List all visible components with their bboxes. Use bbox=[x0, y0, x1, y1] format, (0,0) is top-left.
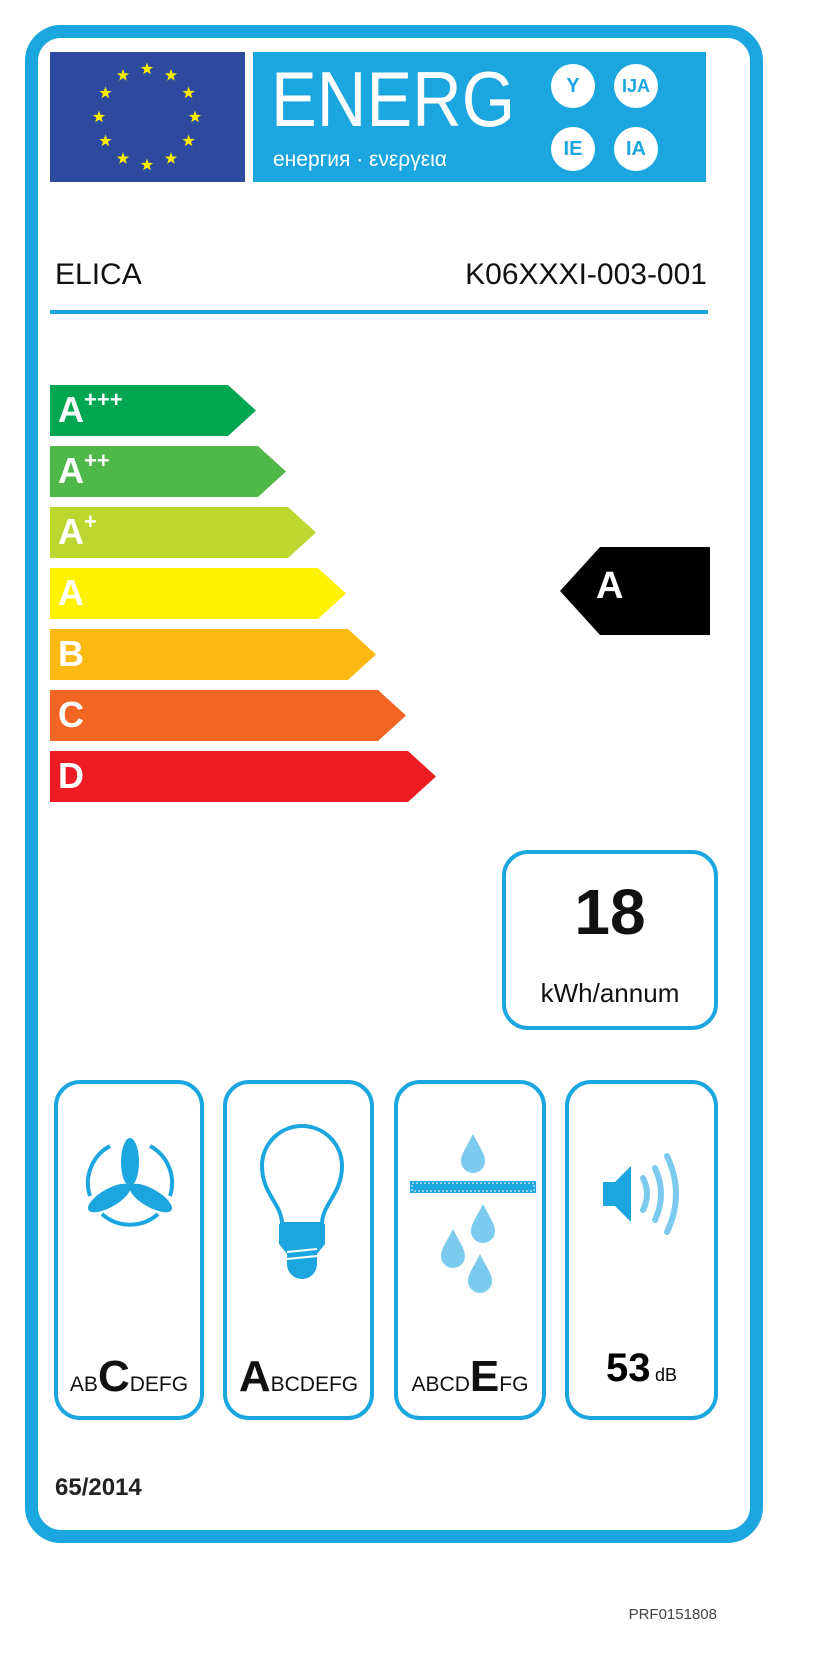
fan-efficiency-scale: ABCDEFG bbox=[58, 1352, 200, 1402]
light-bulb-icon bbox=[259, 1124, 345, 1279]
supplier-name: ELICA bbox=[55, 258, 142, 291]
bar-label: C bbox=[58, 690, 84, 740]
scale-pre: ABCD bbox=[411, 1373, 470, 1396]
eu-star bbox=[182, 134, 195, 147]
bar-label: A++ bbox=[58, 446, 110, 496]
energy-class-bar: D bbox=[50, 751, 436, 802]
noise-unit: dB bbox=[654, 1365, 677, 1385]
class-plus: +++ bbox=[84, 387, 123, 412]
energy-class-bar: A+ bbox=[50, 507, 316, 558]
eu-star bbox=[99, 86, 112, 99]
eu-stars-icon bbox=[92, 62, 202, 171]
class-letter: B bbox=[58, 633, 84, 674]
class-letter: D bbox=[58, 755, 84, 796]
energy-class-bar: B bbox=[50, 629, 376, 680]
eu-star bbox=[99, 134, 112, 147]
bar-arrow bbox=[50, 568, 346, 619]
divider bbox=[50, 310, 708, 314]
fluid-dynamic-efficiency-box: ABCDEFG bbox=[54, 1080, 204, 1420]
bar-label: B bbox=[58, 629, 84, 679]
model-identifier: K06XXXI-003-001 bbox=[465, 258, 707, 291]
class-letter: A bbox=[58, 511, 84, 552]
class-letter: A bbox=[58, 450, 84, 491]
class-plus: ++ bbox=[84, 448, 110, 473]
eu-star bbox=[92, 110, 106, 123]
eu-star bbox=[188, 110, 202, 123]
eu-star bbox=[116, 152, 130, 164]
scale-post: DEFG bbox=[129, 1373, 189, 1396]
bar-arrow bbox=[50, 507, 316, 558]
grease-filter-icon bbox=[410, 1134, 536, 1293]
reference-code: PRF0151808 bbox=[628, 1606, 717, 1623]
eu-star bbox=[116, 68, 130, 81]
noise-level: 53 dB bbox=[569, 1346, 714, 1391]
scale-selected: E bbox=[469, 1352, 500, 1401]
class-plus: + bbox=[84, 509, 97, 534]
eu-star bbox=[140, 62, 154, 75]
lighting-efficiency-scale: ABCDEFG bbox=[227, 1352, 370, 1402]
energy-word: ENERG bbox=[271, 55, 516, 143]
regulation-number: 65/2014 bbox=[55, 1474, 142, 1501]
bar-label: D bbox=[58, 751, 84, 801]
eu-star bbox=[140, 158, 154, 171]
bar-arrow bbox=[50, 629, 376, 680]
rating-arrow: A bbox=[560, 547, 710, 635]
suffix-y: Y bbox=[551, 64, 595, 108]
class-letter: A bbox=[58, 389, 84, 430]
bar-arrow bbox=[50, 751, 436, 802]
energy-class-bar: A bbox=[50, 568, 346, 619]
consumption-value: 18 bbox=[574, 876, 646, 948]
scale-pre: AB bbox=[69, 1373, 98, 1396]
bar-arrow bbox=[50, 446, 286, 497]
consumption-unit: kWh/annum bbox=[540, 978, 680, 1008]
bar-arrow bbox=[50, 385, 256, 436]
scale-post: BCDEFG bbox=[270, 1373, 359, 1396]
grease-filtering-box: ABCDEFG bbox=[394, 1080, 546, 1420]
eu-star bbox=[164, 152, 178, 164]
energy-class-bar: A++ bbox=[50, 446, 286, 497]
bar-label: A+++ bbox=[58, 385, 123, 435]
noise-box: 53 dB bbox=[565, 1080, 718, 1420]
label-frame bbox=[25, 25, 763, 1543]
energy-class-bar: A+++ bbox=[50, 385, 256, 436]
eu-star bbox=[182, 86, 195, 99]
energy-class-bar: C bbox=[50, 690, 406, 741]
speaker-icon bbox=[603, 1153, 679, 1235]
suffix-ia: IA bbox=[614, 127, 658, 171]
suffix-ija: IJA bbox=[614, 64, 658, 108]
scale-selected: C bbox=[97, 1352, 130, 1401]
eu-flag bbox=[50, 52, 245, 182]
consumption-box: 18 kWh/annum bbox=[502, 850, 718, 1030]
bar-label: A bbox=[58, 568, 84, 618]
eu-star bbox=[164, 68, 178, 81]
class-letter: A bbox=[58, 572, 84, 613]
class-letter: C bbox=[58, 694, 84, 735]
noise-value: 53 bbox=[606, 1346, 651, 1390]
lighting-efficiency-box: ABCDEFG bbox=[223, 1080, 374, 1420]
suffix-ie: IE bbox=[551, 127, 595, 171]
energy-subtitle: енергия · ενεργεια bbox=[273, 148, 447, 171]
scale-selected: A bbox=[238, 1352, 271, 1401]
rating-arrow-shape bbox=[560, 547, 710, 635]
grease-filtering-scale: ABCDEFG bbox=[398, 1352, 542, 1402]
bar-label: A+ bbox=[58, 507, 97, 557]
bar-arrow bbox=[50, 690, 406, 741]
energy-banner: ENERG енергия · ενεργεια Y IJA IE IA bbox=[253, 52, 706, 182]
scale-post: FG bbox=[499, 1373, 529, 1396]
fan-icon bbox=[86, 1138, 174, 1227]
rating-class: A bbox=[596, 565, 624, 607]
